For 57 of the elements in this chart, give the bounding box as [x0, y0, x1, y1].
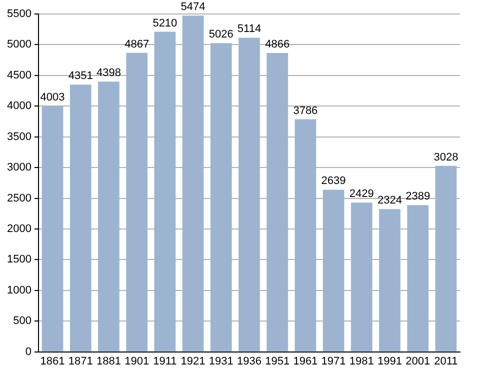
x-tick-label: 1931 — [208, 355, 234, 368]
data-label: 3786 — [293, 104, 318, 117]
y-tick-label: 4500 — [6, 69, 32, 82]
y-tick-label: 1500 — [6, 254, 32, 266]
x-tick-label: 1871 — [68, 355, 93, 368]
bar — [379, 209, 400, 352]
data-label: 4351 — [68, 70, 93, 82]
data-label: 3028 — [434, 151, 458, 164]
bar — [154, 32, 176, 352]
data-label: 2429 — [349, 188, 374, 200]
x-tick-label: 2001 — [406, 355, 430, 368]
bar — [182, 16, 204, 352]
bar — [407, 205, 429, 352]
x-tick-label: 1861 — [40, 355, 65, 368]
y-tick-label: 1000 — [6, 284, 32, 296]
x-tick-label: 1921 — [180, 355, 206, 368]
y-tick-label: 2000 — [6, 222, 32, 235]
bar — [350, 202, 372, 352]
x-tick-label: 1981 — [349, 355, 374, 368]
bar — [98, 82, 120, 352]
bar — [126, 52, 148, 352]
data-label: 5026 — [208, 28, 234, 41]
data-label: 4867 — [124, 38, 150, 50]
data-label: 5474 — [180, 1, 206, 14]
x-tick-label: 1951 — [265, 355, 290, 368]
y-tick-label: 2500 — [6, 192, 32, 204]
y-tick-label: 0 — [25, 346, 32, 358]
y-tick-label: 3500 — [6, 130, 32, 143]
y-tick-label: 5500 — [6, 8, 32, 20]
data-label: 4003 — [40, 91, 65, 104]
data-label: 2324 — [378, 194, 402, 207]
bar — [238, 38, 260, 352]
data-label: 5114 — [237, 23, 262, 36]
x-tick-label: 2011 — [434, 355, 458, 368]
data-label: 5210 — [152, 17, 178, 30]
data-label: 4398 — [96, 67, 121, 80]
y-tick-label: 5000 — [6, 38, 32, 51]
bar — [42, 106, 64, 352]
data-label: 4866 — [265, 38, 290, 50]
y-tick-label: 4000 — [6, 100, 32, 112]
y-tick-label: 3000 — [6, 162, 32, 174]
x-tick-label: 1971 — [321, 355, 346, 368]
bar — [210, 43, 232, 352]
x-tick-label: 1991 — [378, 355, 402, 368]
bar — [70, 84, 92, 352]
bar — [266, 52, 288, 352]
x-tick-label: 1881 — [96, 355, 121, 368]
data-label: 2389 — [406, 190, 430, 203]
y-tick-label: 500 — [13, 315, 32, 328]
bar — [322, 190, 344, 352]
x-tick-label: 1961 — [293, 355, 318, 368]
data-label: 2639 — [321, 175, 346, 188]
x-tick-label: 1901 — [124, 355, 150, 368]
x-tick-label: 1911 — [153, 355, 177, 368]
x-tick-label: 1936 — [236, 355, 262, 368]
bar — [294, 119, 316, 352]
bar — [435, 166, 457, 352]
